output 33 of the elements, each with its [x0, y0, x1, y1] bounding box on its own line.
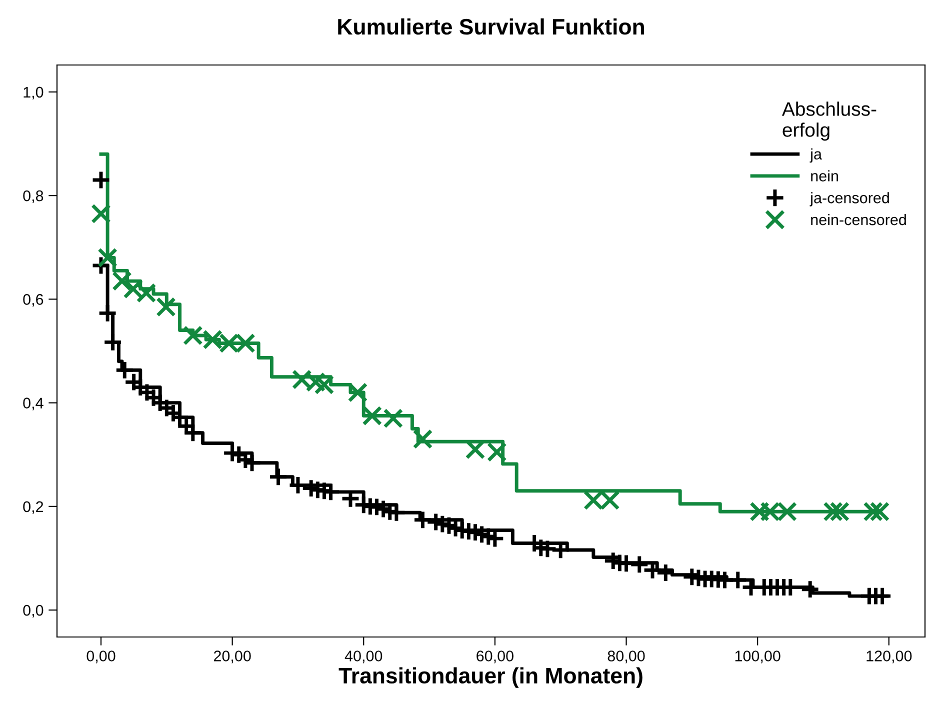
legend-title: Abschluss- erfolg: [782, 102, 876, 141]
y-tick-label: 0,8: [23, 190, 44, 204]
point: [823, 502, 844, 522]
legend-label: nein: [811, 170, 838, 182]
point: [112, 271, 132, 292]
y-tick-label: 0,2: [23, 501, 44, 514]
x-tick-label: 0,00: [86, 650, 116, 664]
point: [412, 429, 433, 450]
chart-title: Kumulierte Survival Funktion: [338, 18, 644, 35]
point: [486, 442, 507, 462]
point: [314, 374, 334, 395]
x-tick-label: 120,00: [866, 650, 912, 664]
x-tick-label: 40,00: [344, 650, 382, 664]
y-tick-label: 0,4: [23, 398, 44, 410]
x-tick-label: 20,00: [214, 650, 251, 664]
x-axis-title: Transitiondauer (in Monaten): [338, 667, 642, 688]
point: [348, 382, 368, 402]
x-tick-label: 100,00: [735, 650, 780, 664]
y-tick-label: 0,6: [23, 294, 44, 307]
legend-label: ja-censored: [810, 192, 889, 206]
legend-label: ja: [810, 148, 822, 163]
point: [91, 204, 111, 224]
point: [863, 502, 884, 522]
point: [156, 297, 176, 317]
point: [870, 502, 890, 522]
y-tick-label: 1,0: [24, 86, 44, 100]
point: [750, 502, 770, 522]
legend-label: nein-censored: [811, 214, 906, 226]
y-tick-label: 0,0: [23, 604, 44, 618]
x-tick-label: 80,00: [608, 650, 645, 664]
point: [98, 248, 118, 268]
point: [830, 502, 850, 522]
x-tick-label: 60,00: [476, 650, 514, 664]
